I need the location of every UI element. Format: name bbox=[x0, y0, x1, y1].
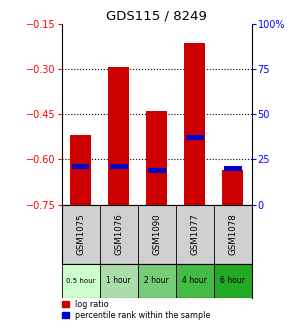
Text: GSM1075: GSM1075 bbox=[76, 213, 85, 255]
Bar bbox=[214, 264, 252, 298]
Text: 4 hour: 4 hour bbox=[183, 276, 207, 285]
Title: GDS115 / 8249: GDS115 / 8249 bbox=[106, 9, 207, 23]
Bar bbox=[110, 164, 127, 169]
Text: GSM1076: GSM1076 bbox=[114, 213, 123, 255]
Bar bbox=[186, 135, 204, 140]
Text: GSM1078: GSM1078 bbox=[229, 213, 237, 255]
Text: 6 hour: 6 hour bbox=[221, 276, 245, 285]
Bar bbox=[72, 164, 89, 169]
Bar bbox=[108, 67, 129, 211]
Bar bbox=[184, 43, 205, 211]
Text: 1 hour: 1 hour bbox=[106, 276, 131, 285]
Legend: log ratio, percentile rank within the sample: log ratio, percentile rank within the sa… bbox=[62, 300, 211, 320]
Bar bbox=[222, 170, 243, 211]
Bar bbox=[146, 111, 167, 211]
Text: GSM1077: GSM1077 bbox=[190, 213, 199, 255]
Bar bbox=[148, 168, 166, 173]
Text: 2 hour: 2 hour bbox=[144, 276, 169, 285]
Bar bbox=[70, 135, 91, 211]
Bar bbox=[224, 166, 242, 171]
Bar bbox=[62, 264, 100, 298]
Text: 0.5 hour: 0.5 hour bbox=[66, 278, 95, 284]
Bar bbox=[138, 264, 176, 298]
Text: GSM1090: GSM1090 bbox=[152, 213, 161, 255]
Bar bbox=[176, 264, 214, 298]
Bar bbox=[100, 264, 138, 298]
